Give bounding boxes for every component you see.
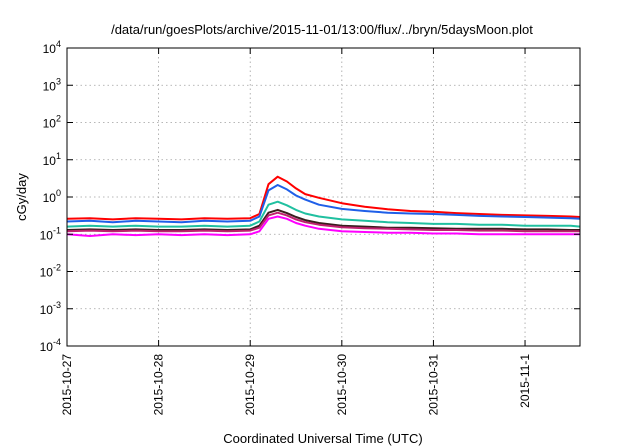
- series-line-1: [66, 175, 581, 221]
- y-tick-label: 101: [43, 151, 61, 168]
- chart-title: /data/run/goesPlots/archive/2015-11-01/1…: [111, 22, 533, 37]
- y-tick-label: 10-1: [40, 225, 61, 242]
- series-line-6: [66, 215, 580, 237]
- x-tick-label: 2015-10-28: [152, 354, 166, 416]
- x-tick-label: 2015-10-31: [426, 354, 440, 416]
- y-tick-label: 100: [43, 188, 61, 205]
- series-line-2: [66, 184, 581, 224]
- x-tick-label: 2015-10-29: [243, 354, 257, 416]
- y-axis-label: cGy/day: [14, 173, 29, 221]
- x-tick-label: 2015-10-27: [60, 354, 74, 416]
- series-line-5: [66, 211, 580, 233]
- series-line-3: [66, 200, 581, 228]
- x-axis-label: Coordinated Universal Time (UTC): [223, 431, 422, 446]
- plot-frame: [66, 47, 581, 347]
- x-tick-label: 2015-10-30: [335, 354, 349, 416]
- y-tick-label: 102: [43, 114, 61, 131]
- y-ticks: 10-4 10-3 10-2 10-1 100 101 102 103 104: [40, 39, 580, 354]
- y-tick-label: 103: [43, 76, 61, 93]
- series-group: [66, 175, 581, 237]
- y-tick-label: 10-2: [40, 263, 61, 280]
- y-tick-label: 10-3: [40, 300, 61, 317]
- x-tick-label: 2015-11-1: [518, 354, 532, 408]
- y-tick-label: 10-4: [40, 337, 61, 354]
- series-line-4: [66, 208, 580, 231]
- x-ticks: 2015-10-27 2015-10-28 2015-10-29 2015-10-30…: [60, 48, 532, 415]
- y-tick-label: 104: [43, 39, 61, 56]
- grid: [67, 48, 580, 346]
